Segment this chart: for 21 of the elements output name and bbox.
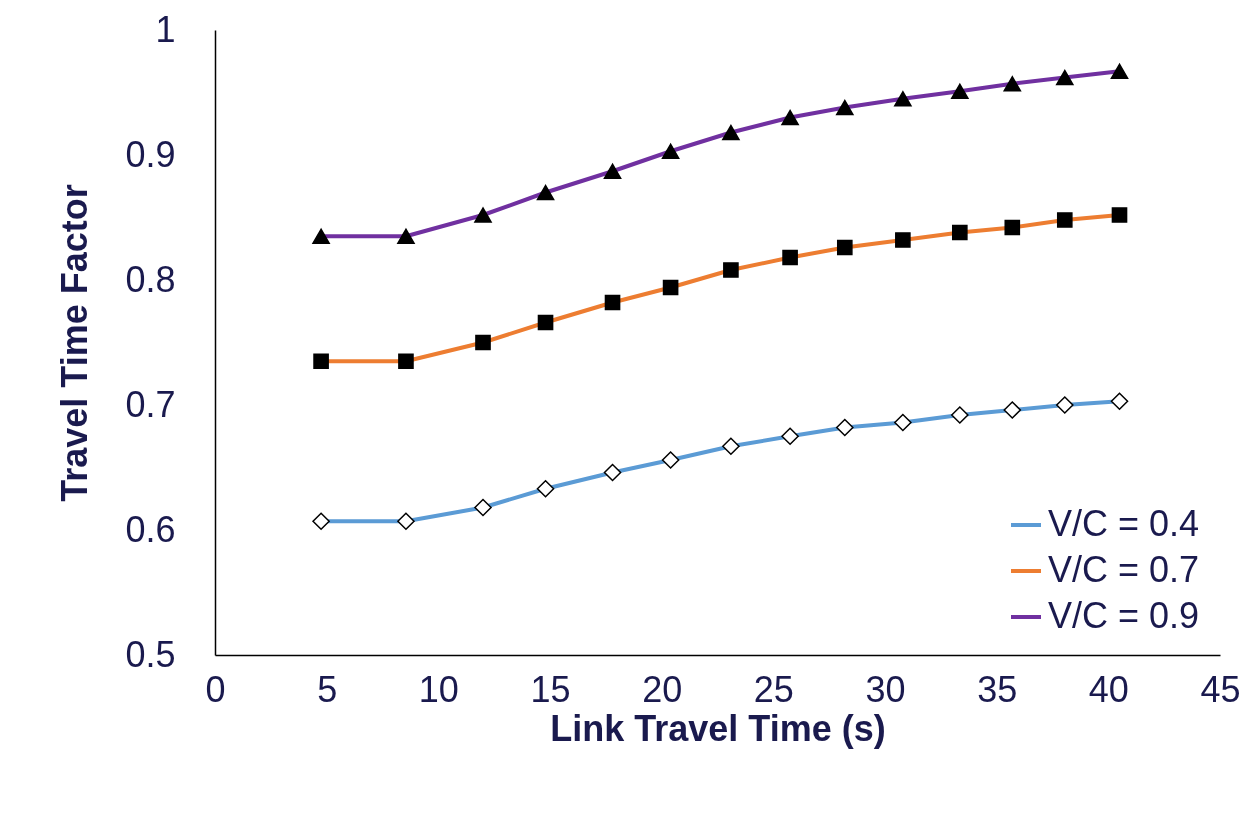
y-tick-label: 0.7: [125, 383, 176, 425]
x-tick-label: 10: [418, 668, 459, 710]
x-tick-label: 15: [530, 668, 571, 710]
y-tick-label: 0.8: [125, 258, 176, 300]
y-tick-label: 0.5: [125, 633, 176, 675]
x-tick-label: 5: [317, 668, 338, 710]
y-tick-label: 0.6: [125, 508, 176, 550]
y-tick-label: 0.9: [125, 133, 176, 175]
x-tick-label: 0: [205, 668, 226, 710]
x-tick-label: 45: [1200, 668, 1241, 710]
legend-label: V/C = 0.9: [1048, 595, 1200, 636]
y-axis-title: Travel Time Factor: [54, 184, 96, 502]
x-tick-label: 35: [977, 668, 1018, 710]
x-tick-label: 30: [865, 668, 906, 710]
x-tick-label: 20: [642, 668, 683, 710]
legend-label: V/C = 0.7: [1048, 549, 1200, 590]
y-tick-label: 1: [155, 8, 176, 50]
legend-label: V/C = 0.4: [1048, 503, 1200, 544]
x-tick-label: 25: [753, 668, 794, 710]
x-tick-label: 40: [1088, 668, 1129, 710]
x-axis-title: Link Travel Time (s): [550, 707, 886, 749]
